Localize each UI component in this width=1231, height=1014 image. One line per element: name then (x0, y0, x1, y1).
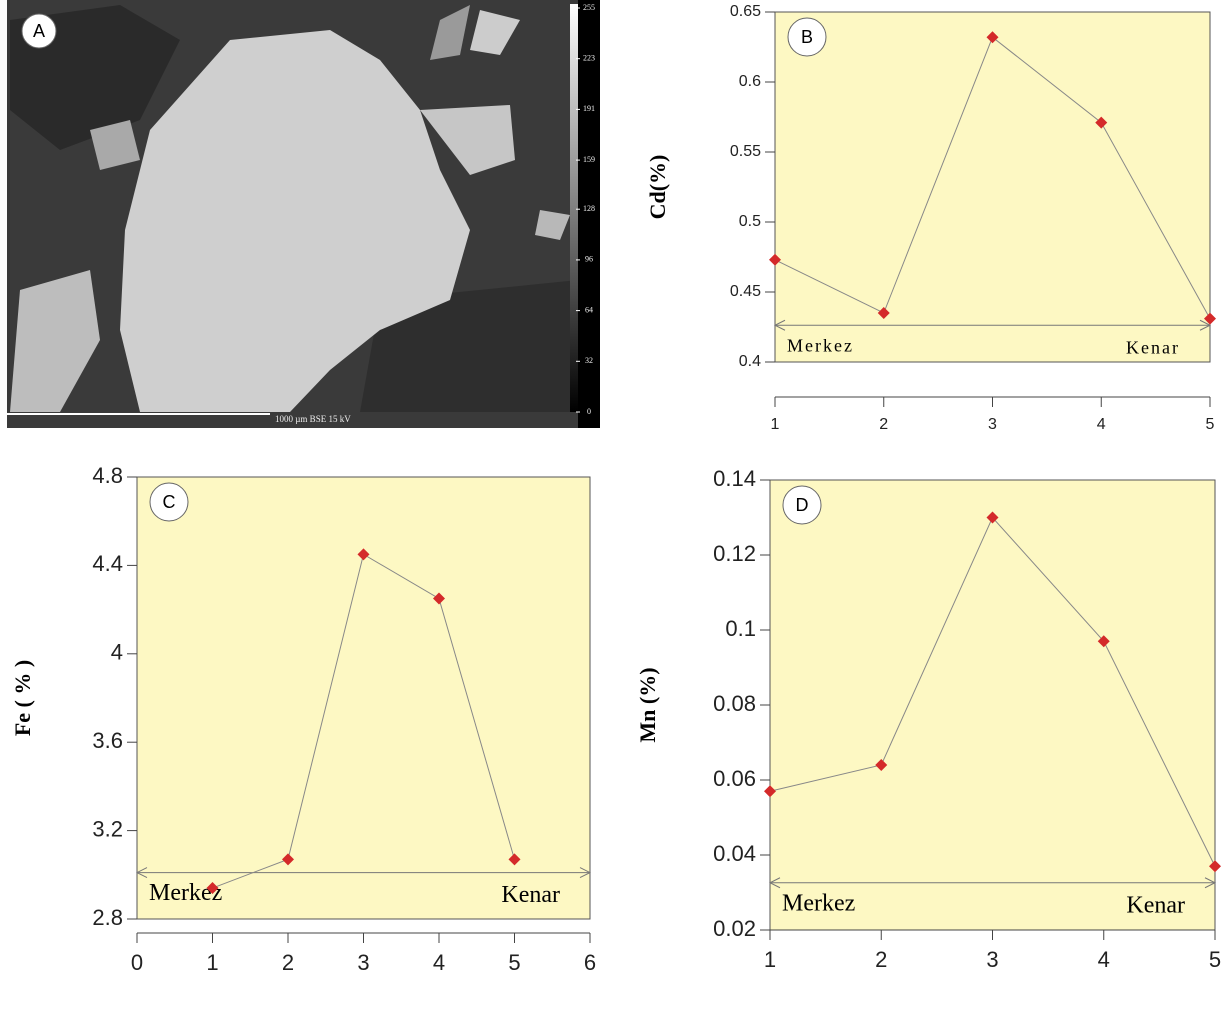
grain (90, 120, 140, 170)
data-point (1209, 860, 1221, 873)
x-tick-label: 4 (1098, 947, 1110, 972)
image-caption: 1000 µm BSE 15 kV (275, 414, 351, 424)
colorbar-tick-label: 255 (583, 3, 595, 12)
annotation: Merkez (149, 880, 222, 906)
plot-area (769, 479, 1216, 931)
annotation: Merkez (787, 335, 854, 355)
data-point (875, 759, 888, 771)
data-point (282, 853, 294, 866)
x-tick-label: 5 (508, 950, 520, 975)
y-tick-label: 0.4 (739, 353, 761, 370)
data-point (764, 785, 776, 798)
y-tick-label: 4.8 (92, 463, 123, 488)
colorbar-tick-label: 64 (585, 305, 593, 314)
y-tick-label: 4.4 (92, 551, 123, 576)
x-tick-label: 5 (1209, 947, 1221, 972)
y-tick-label: 0.5 (739, 213, 761, 230)
y-tick-label: 0.65 (730, 3, 761, 20)
plot-area (774, 11, 1211, 363)
colorbar-tick-label: 128 (583, 204, 595, 213)
annotation: Merkez (782, 890, 855, 916)
y-axis-label: Mn (%) (635, 667, 660, 742)
x-tick-label: 2 (879, 416, 888, 433)
colorbar (570, 4, 578, 412)
y-axis-label: Fe ( % ) (10, 660, 35, 736)
panel-label: D (796, 495, 809, 515)
y-tick-label: 3.6 (92, 728, 123, 753)
y-tick-label: 3.2 (92, 816, 123, 841)
data-point (986, 31, 999, 44)
y-tick-label: 0.02 (713, 916, 756, 941)
x-tick-label: 6 (584, 950, 596, 975)
data-point (1097, 635, 1110, 648)
plot-area (136, 476, 591, 920)
arrow-head (135, 867, 592, 879)
crystal (120, 30, 470, 412)
y-tick-label: 0.14 (713, 466, 756, 491)
annotation: Kenar (1126, 892, 1185, 918)
y-tick-label: 0.12 (713, 541, 756, 566)
panel-label: A (33, 21, 45, 41)
grain (420, 105, 515, 175)
y-tick-label: 0.6 (739, 73, 761, 90)
arrow-head (773, 319, 1212, 331)
y-tick-label: 0.1 (725, 616, 756, 641)
data-point (508, 853, 521, 866)
x-tick-label: 4 (433, 950, 445, 975)
x-tick-label: 4 (1097, 416, 1106, 433)
x-tick-label: 3 (988, 416, 997, 433)
y-tick-label: 2.8 (92, 905, 123, 930)
panel-label: C (163, 492, 176, 512)
data-point (769, 253, 781, 266)
x-tick-label: 3 (357, 950, 369, 975)
y-tick-label: 0.45 (730, 283, 761, 300)
colorbar-tick-label: 223 (583, 54, 595, 63)
colorbar-frame (578, 0, 600, 428)
panel-label: B (801, 27, 813, 47)
bse-image: 1000 µm BSE 15 kV A (7, 0, 600, 428)
panel-label-circle (149, 482, 189, 522)
colorbar-tick-label: 96 (585, 255, 593, 264)
colorbar-tick-label: 0 (587, 407, 591, 416)
colorbar-tick-label: 159 (583, 155, 595, 164)
grain (430, 5, 470, 60)
panel-label-circle (21, 13, 57, 49)
y-tick-label: 0.06 (713, 766, 756, 791)
x-tick-label: 1 (764, 947, 776, 972)
grain (535, 210, 570, 240)
x-tick-label: 3 (986, 947, 998, 972)
y-axis-label: Cd(%) (645, 155, 670, 220)
x-tick-label: 1 (206, 950, 218, 975)
colorbar-tick-label: 32 (585, 356, 593, 365)
data-point (1204, 312, 1216, 325)
colorbar-tick-label: 191 (583, 104, 595, 113)
data-point (1095, 116, 1108, 129)
y-tick-label: 4 (111, 640, 123, 665)
grain (470, 10, 520, 55)
annotation: Kenar (1126, 337, 1180, 357)
annotation: Kenar (501, 882, 560, 908)
x-tick-label: 0 (131, 950, 143, 975)
panel-label-circle (787, 17, 827, 57)
data-point (877, 307, 890, 319)
data-point (986, 511, 999, 524)
panel-label-circle (782, 485, 822, 525)
x-tick-label: 2 (282, 950, 294, 975)
grain (10, 270, 100, 412)
y-tick-label: 0.08 (713, 691, 756, 716)
data-point (206, 882, 219, 895)
data-point (357, 548, 370, 561)
data-point (433, 592, 445, 605)
arrow-head (768, 877, 1217, 889)
y-tick-label: 0.04 (713, 841, 756, 866)
x-tick-label: 2 (875, 947, 887, 972)
y-tick-label: 0.55 (730, 143, 761, 160)
x-tick-label: 5 (1206, 416, 1215, 433)
x-tick-label: 1 (771, 416, 780, 433)
